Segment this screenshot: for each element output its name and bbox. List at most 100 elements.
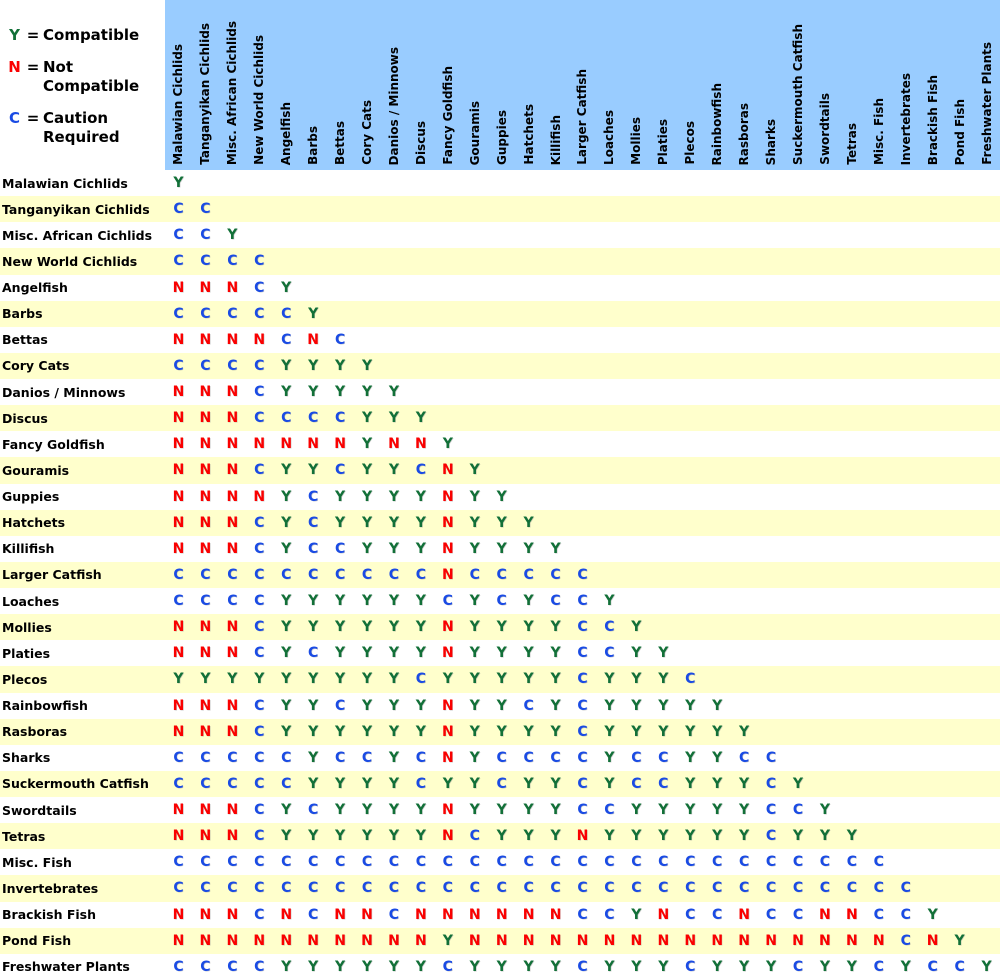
compat-cell: Y — [361, 462, 373, 479]
compat-cell — [785, 275, 812, 301]
compat-cell: N — [172, 410, 185, 427]
compat-cell: C — [792, 854, 804, 871]
row-label: Brackish Fish — [2, 907, 96, 923]
compat-cell — [973, 248, 1000, 274]
compat-cell — [946, 875, 973, 901]
compat-cell: C — [308, 854, 319, 871]
table-row: Rasboras N N N C Y Y Y Y Y Y N Y Y Y Y C Y Y Y Y Y Y — [0, 718, 1000, 745]
compat-cell: Y — [281, 958, 292, 975]
compat-cell — [865, 666, 892, 692]
compat-cell: Y — [496, 645, 507, 662]
row-label: Guppies — [2, 489, 60, 505]
compat-cell: Y — [281, 723, 292, 740]
compat-cell — [838, 797, 865, 823]
compat-cell: C — [361, 854, 373, 871]
compat-cell — [892, 745, 919, 771]
compat-cell: C — [200, 880, 211, 897]
compat-cell — [758, 196, 785, 222]
compat-cell: N — [441, 619, 454, 636]
compat-cell: C — [496, 854, 507, 871]
compat-cell: C — [308, 802, 319, 819]
column-header-label: Danios / Minnows — [386, 46, 401, 165]
compat-cell: N — [226, 645, 239, 662]
compat-cell — [542, 379, 569, 405]
compat-cell — [407, 196, 434, 222]
compat-cell — [946, 301, 973, 327]
row-label: Pond Fish — [2, 933, 72, 949]
compat-cell — [973, 431, 1000, 457]
compat-cell: C — [388, 854, 400, 871]
compat-cell — [380, 222, 407, 248]
compat-cell: C — [550, 880, 561, 897]
row-label: Misc. African Cichlids — [2, 227, 153, 243]
compat-cell: C — [173, 958, 184, 975]
compat-cell: C — [577, 671, 588, 688]
compat-cell: C — [873, 880, 884, 897]
compat-cell — [758, 666, 785, 692]
compat-cell — [919, 431, 946, 457]
compat-cell: Y — [388, 828, 399, 845]
compat-cell: Y — [496, 619, 507, 636]
column-header: Malawian Cichlids — [165, 0, 192, 170]
row-label: Bettas — [2, 332, 48, 348]
compat-cell — [569, 301, 596, 327]
compat-cell: C — [173, 227, 184, 244]
compat-cell: Y — [900, 958, 911, 975]
compat-cell — [946, 693, 973, 719]
compat-cell: Y — [227, 671, 238, 688]
compat-cell — [919, 719, 946, 745]
compat-cell: Y — [335, 958, 346, 975]
compat-cell — [731, 510, 758, 536]
compat-cell — [811, 484, 838, 510]
compat-cell: Y — [792, 775, 804, 792]
column-header: Misc. Fish — [865, 0, 893, 170]
compat-cell — [811, 170, 838, 196]
compat-cell — [892, 196, 919, 222]
column-header: Hatchets — [515, 0, 543, 170]
compat-cell — [461, 327, 488, 353]
compat-cell — [380, 170, 407, 196]
compat-cell — [246, 222, 273, 248]
compat-cell — [354, 301, 381, 327]
compat-cell — [569, 484, 596, 510]
legend-label: Caution Required — [43, 109, 120, 147]
compat-cell: Y — [604, 749, 615, 766]
compat-cell — [542, 222, 569, 248]
compat-cell — [785, 666, 812, 692]
compat-cell — [865, 536, 892, 562]
compat-cell: Y — [415, 619, 426, 636]
compat-cell — [758, 379, 785, 405]
compat-cell: Y — [819, 828, 830, 845]
compat-cell: C — [819, 880, 831, 897]
compat-cell: N — [199, 410, 212, 427]
compat-cell: N — [172, 462, 185, 479]
compat-cell — [973, 719, 1000, 745]
compat-cell: Y — [469, 593, 480, 610]
compat-cell: Y — [469, 958, 480, 975]
compat-cell — [596, 301, 623, 327]
compat-cell: N — [199, 802, 212, 819]
compat-cell: Y — [227, 227, 238, 244]
compat-cell: Y — [712, 828, 723, 845]
legend-label: Compatible — [43, 26, 139, 45]
compat-cell — [434, 222, 461, 248]
compat-cell — [542, 170, 569, 196]
compat-cell — [623, 275, 650, 301]
compat-cell — [677, 588, 704, 614]
compat-cell: N — [334, 906, 346, 923]
compat-cell — [973, 484, 1000, 510]
compat-cell: Y — [173, 175, 184, 192]
compat-cell — [542, 301, 569, 327]
compat-cell: C — [254, 775, 265, 792]
compat-cell: Y — [819, 802, 830, 819]
compat-cell — [865, 379, 892, 405]
compat-cell: C — [173, 775, 184, 792]
compat-cell — [892, 536, 919, 562]
compat-cell — [758, 457, 785, 483]
compat-cell: Y — [496, 514, 507, 531]
compat-cell — [919, 588, 946, 614]
compat-cell — [623, 327, 650, 353]
compat-cell — [892, 431, 919, 457]
compat-cell: C — [712, 880, 723, 897]
column-header: Freshwater Plants — [973, 0, 1000, 170]
